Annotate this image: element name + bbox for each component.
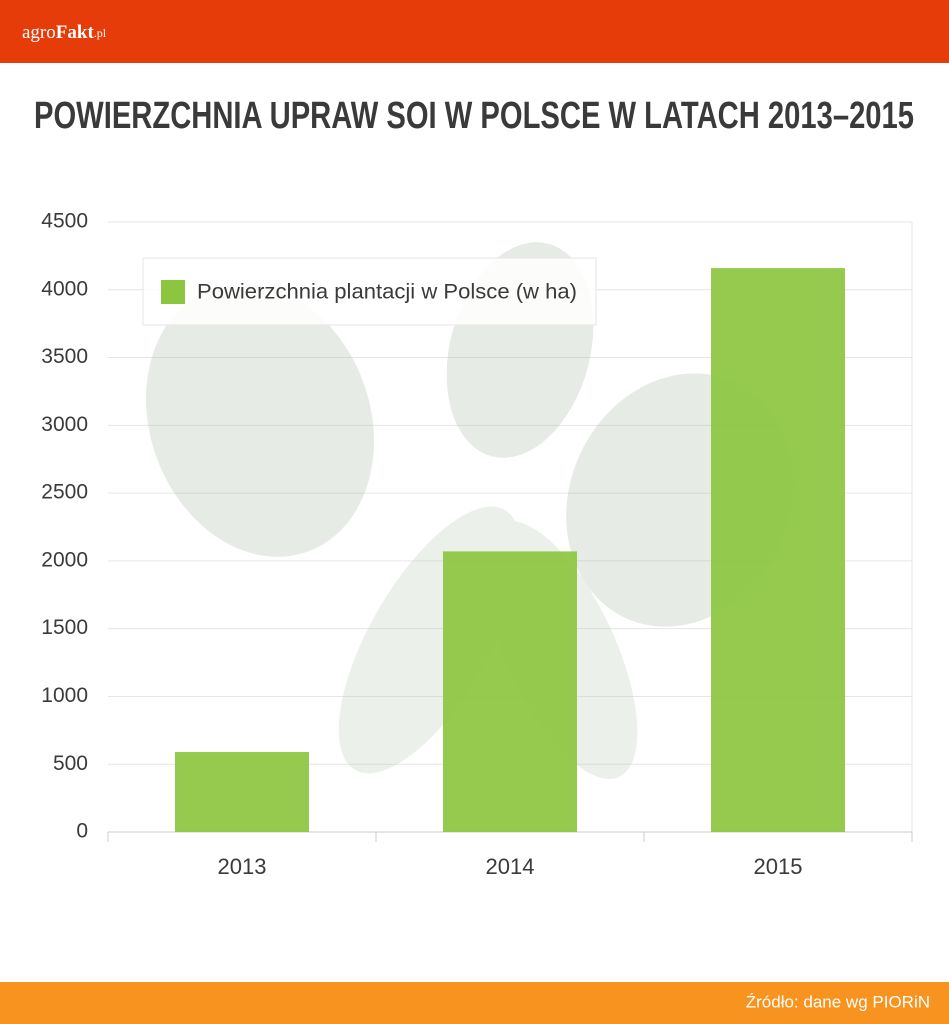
y-tick-label: 3500: [41, 345, 88, 368]
footer-bar: [0, 982, 949, 1024]
x-tick-label: 2014: [486, 854, 535, 879]
header-bar: [0, 0, 949, 63]
brand: agroFakt.pl: [22, 22, 107, 43]
y-tick-label: 2500: [41, 481, 88, 504]
legend-box: [142, 257, 597, 326]
y-tick-label: 500: [53, 752, 88, 775]
brand-part: agro: [22, 22, 56, 43]
y-tick-label: 1500: [41, 616, 88, 639]
y-tick-label: 0: [76, 820, 88, 843]
chart-title: POWIERZCHNIA UPRAW SOI W POLSCE W LATACH…: [34, 95, 914, 137]
brand-part: Fakt: [56, 22, 95, 43]
y-tick-label: 3000: [41, 413, 88, 436]
y-tick-label: 4500: [41, 210, 88, 233]
y-tick-label: 1000: [41, 684, 88, 707]
bar: [711, 268, 845, 833]
brand-part: .pl: [94, 26, 107, 40]
source: Źródło: dane wg PIORiN: [746, 992, 930, 1011]
x-tick-label: 2015: [754, 854, 803, 879]
legend-swatch: [161, 280, 185, 304]
x-tick-label: 2013: [218, 854, 267, 879]
y-tick-label: 2000: [41, 548, 88, 571]
bar: [175, 752, 309, 832]
y-tick-label: 4000: [41, 277, 88, 300]
legend-label: Powierzchnia plantacji w Polsce (w ha): [197, 281, 577, 304]
bar: [443, 551, 577, 832]
